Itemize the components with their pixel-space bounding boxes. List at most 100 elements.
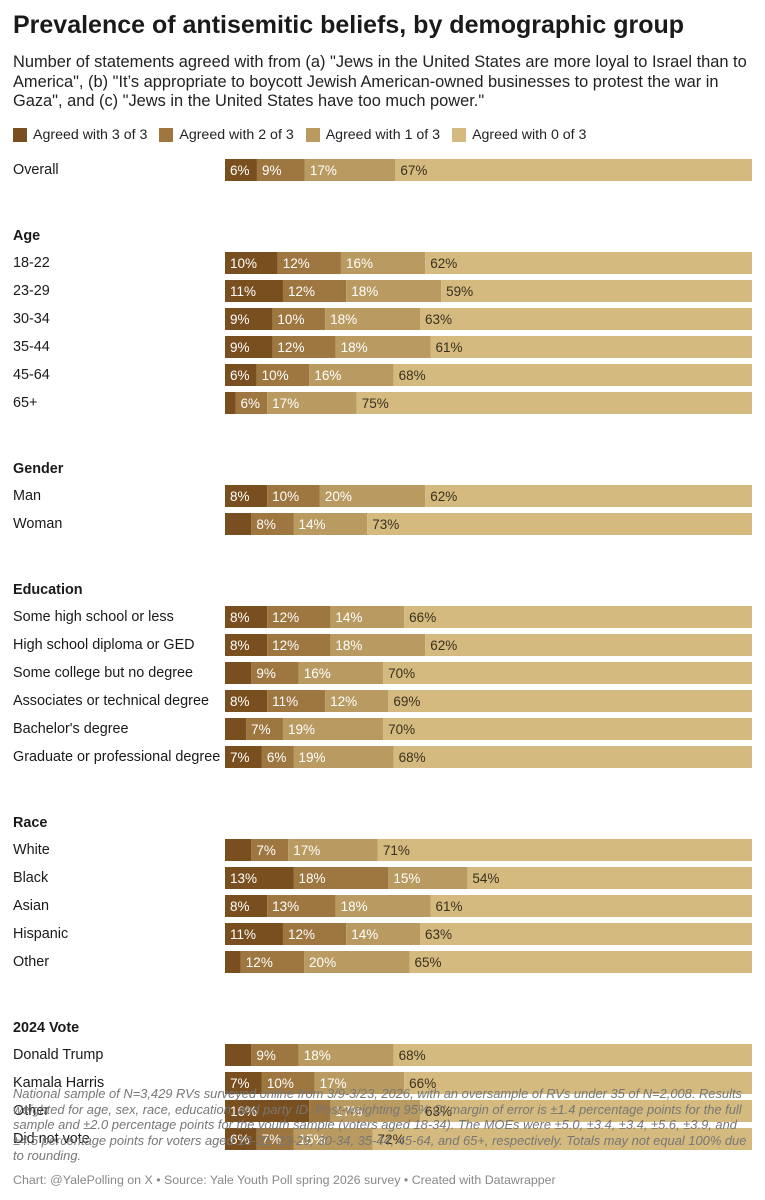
- bar-segment: [293, 513, 368, 535]
- bar-value-label: 18%: [341, 899, 368, 914]
- bar-segment: [282, 280, 347, 302]
- bar-value-label: 7%: [256, 843, 276, 858]
- bar-segment: [325, 690, 389, 712]
- bar-value-label: 61%: [436, 340, 463, 355]
- bar-value-label: 68%: [399, 368, 426, 383]
- bar-value-label: 19%: [288, 722, 315, 737]
- bar-value-label: 9%: [230, 312, 250, 327]
- bar-segment: [261, 1072, 315, 1094]
- bar-segment: [309, 364, 394, 386]
- bar-value-label: 12%: [283, 256, 310, 271]
- bar-segment: [282, 923, 347, 945]
- bar-value-label: 68%: [399, 750, 426, 765]
- bar-value-label: 61%: [436, 899, 463, 914]
- bar-segment: [430, 895, 752, 917]
- bar-segment: [393, 1044, 752, 1066]
- legend: Agreed with 3 of 3 Agreed with 2 of 3 Agre…: [13, 125, 598, 145]
- bar-segment: [319, 485, 426, 507]
- bar-value-label: 10%: [267, 1076, 294, 1091]
- bar-value-label: 63%: [425, 1104, 452, 1119]
- bar-segment: [267, 485, 320, 507]
- bar-value-label: 20%: [309, 955, 336, 970]
- bar-value-label: 15%: [299, 1132, 326, 1147]
- bar-value-label: 15%: [393, 871, 420, 886]
- group-label: Education: [13, 582, 83, 598]
- bar-segment: [235, 392, 268, 414]
- bar-value-label: 8%: [230, 489, 250, 504]
- bar-value-label: 12%: [272, 638, 299, 653]
- row-label: Graduate or professional degree: [13, 749, 220, 765]
- bar-segment: [272, 308, 326, 330]
- bar-value-label: 6%: [230, 163, 250, 178]
- bar-segment: [314, 1072, 405, 1094]
- bar-segment: [261, 746, 294, 768]
- bar-segment: [225, 1044, 252, 1066]
- bar-value-label: 62%: [430, 638, 457, 653]
- bar-segment: [419, 1100, 752, 1122]
- bar-value-label: 16%: [304, 666, 331, 681]
- bar-value-label: 8%: [230, 899, 250, 914]
- bar-segment: [388, 867, 468, 889]
- bar-value-label: 68%: [399, 1048, 426, 1063]
- bar-segment: [298, 662, 384, 684]
- bar-value-label: 6%: [241, 396, 261, 411]
- bar-value-label: 59%: [446, 284, 473, 299]
- bar-value-label: 75%: [362, 396, 389, 411]
- bar-value-label: 14%: [351, 927, 378, 942]
- bar-segment: [441, 280, 752, 302]
- bar-value-label: 54%: [472, 871, 499, 886]
- bar-segment: [419, 923, 752, 945]
- bar-value-label: 7%: [230, 1076, 250, 1091]
- bar-value-label: 16%: [314, 368, 341, 383]
- bar-segment: [225, 159, 257, 181]
- bar-value-label: 12%: [272, 610, 299, 625]
- bar-value-label: 70%: [388, 666, 415, 681]
- row-label: 18-22: [13, 255, 50, 271]
- bar-segment: [383, 718, 752, 740]
- bar-value-label: 62%: [430, 256, 457, 271]
- bar-segment: [309, 1100, 331, 1122]
- bar-value-label: 17%: [272, 396, 299, 411]
- bar-segment: [225, 839, 252, 861]
- legend-label: Agreed with 0 of 3: [472, 127, 587, 143]
- bar-value-label: 18%: [304, 1048, 331, 1063]
- bar-segment: [340, 252, 426, 274]
- bar-value-label: 8%: [230, 638, 250, 653]
- bar-segment: [425, 485, 752, 507]
- bar-value-label: 11%: [272, 694, 298, 709]
- bar-segment: [395, 159, 752, 181]
- bar-value-label: 17%: [293, 843, 320, 858]
- bar-segment: [225, 662, 252, 684]
- bar-segment: [377, 839, 752, 861]
- row-label: Did not vote: [13, 1131, 90, 1147]
- row-label: Some high school or less: [13, 609, 174, 625]
- bar-segment: [430, 336, 752, 358]
- bar-segment: [293, 867, 389, 889]
- chart-credit: Chart: @YalePolling on X • Source: Yale …: [13, 1173, 556, 1187]
- bar-segment: [267, 895, 336, 917]
- bar-segment: [404, 1072, 752, 1094]
- bar-segment: [251, 662, 299, 684]
- bar-value-label: 66%: [409, 610, 436, 625]
- row-label: White: [13, 842, 50, 858]
- bar-segment: [293, 1128, 373, 1150]
- bar-segment: [225, 513, 252, 535]
- bar-value-label: 8%: [230, 694, 250, 709]
- bar-value-label: 10%: [277, 312, 304, 327]
- row-label: Kamala Harris: [13, 1075, 104, 1091]
- row-label: Overall: [13, 162, 59, 178]
- bar-value-label: 10%: [262, 368, 289, 383]
- row-label: 35-44: [13, 339, 50, 355]
- bar-segment: [372, 1128, 752, 1150]
- bar-value-label: 16%: [230, 1104, 257, 1119]
- bar-segment: [335, 336, 431, 358]
- bar-value-label: 63%: [425, 312, 452, 327]
- bar-value-label: 17%: [320, 1076, 347, 1091]
- bar-segment: [330, 634, 426, 656]
- bar-value-label: 14%: [299, 517, 326, 532]
- bar-value-label: 14%: [335, 610, 362, 625]
- bar-segment: [225, 1100, 310, 1122]
- bar-value-label: 11%: [230, 284, 256, 299]
- bar-segment: [325, 308, 420, 330]
